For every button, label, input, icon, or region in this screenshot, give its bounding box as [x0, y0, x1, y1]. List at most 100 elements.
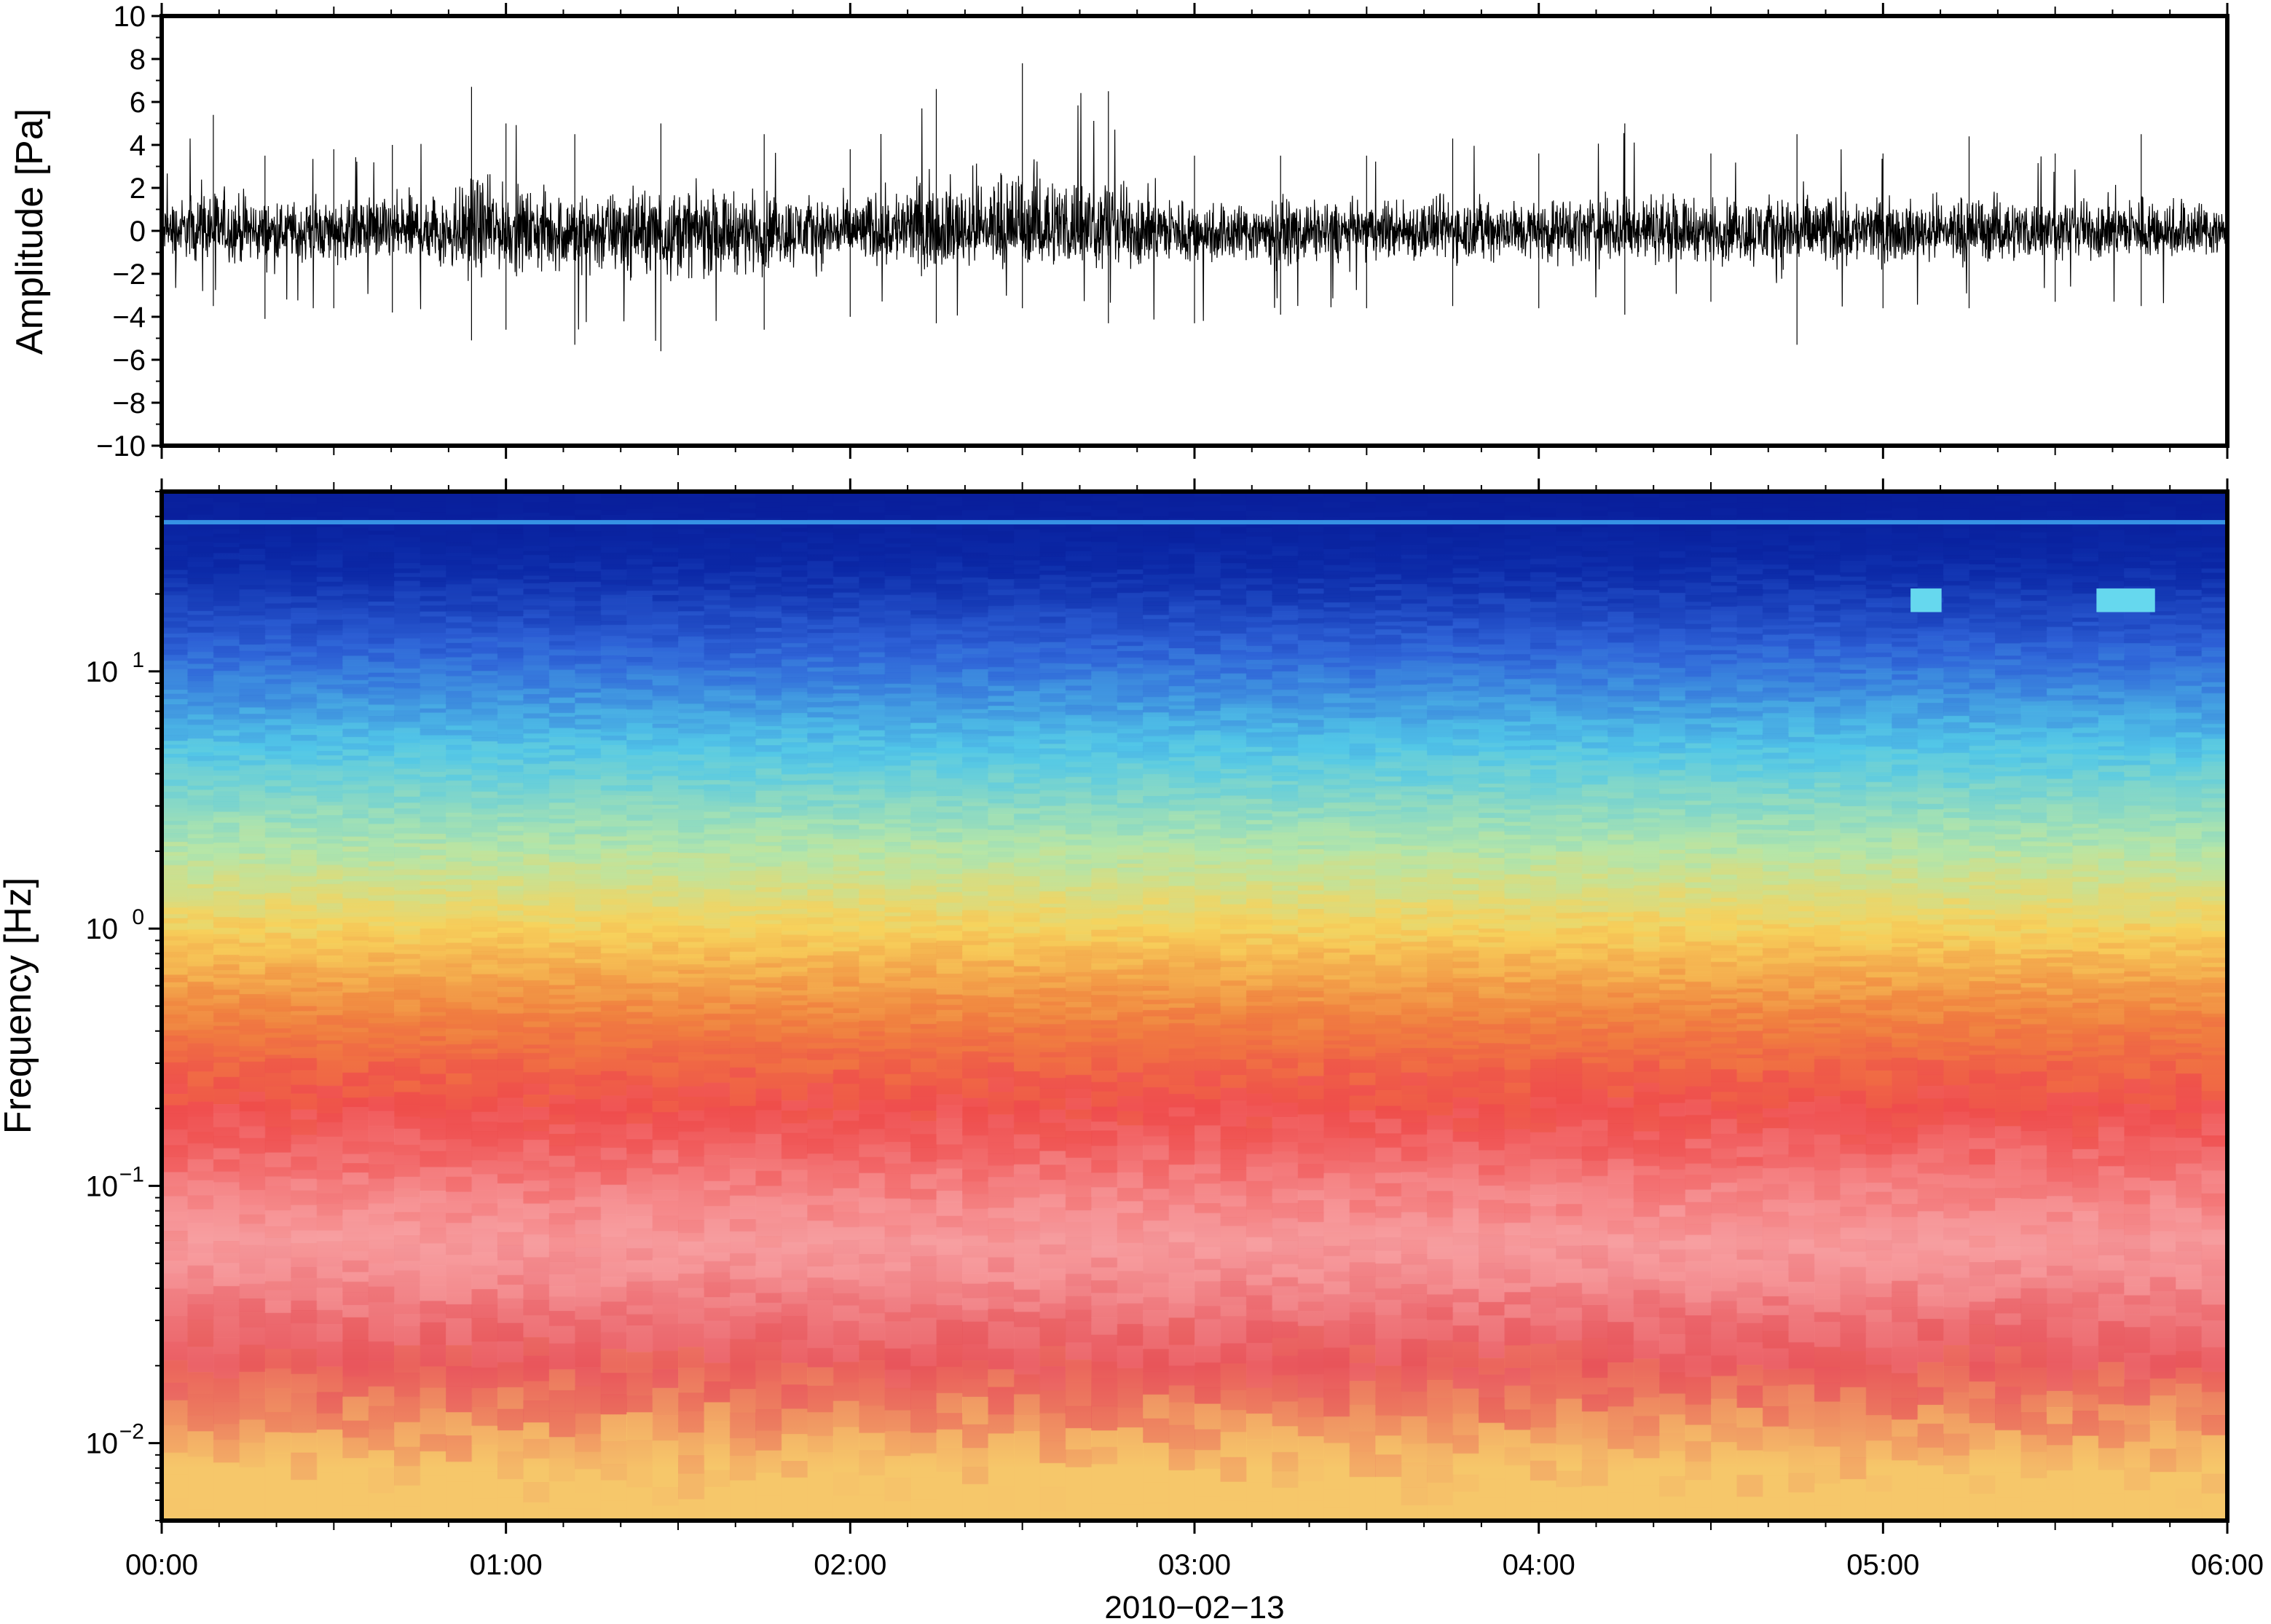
- spectrogram-cell: [394, 568, 421, 574]
- spectrogram-cell: [626, 1239, 653, 1249]
- spectrogram-cell: [936, 1202, 963, 1217]
- spectrogram-cell: [781, 940, 808, 947]
- spectrogram-cell: [988, 835, 1015, 842]
- spectrogram-cell: [704, 495, 731, 502]
- spectrogram-cell: [859, 898, 886, 905]
- spectrogram-cell: [497, 642, 524, 648]
- spectrogram-cell: [575, 1111, 602, 1122]
- spectrogram-cell: [807, 1033, 834, 1038]
- spectrogram-cell: [471, 1341, 498, 1368]
- spectrogram-cell: [575, 894, 602, 901]
- spectrogram-cell: [781, 876, 808, 883]
- spectrogram-cell: [988, 966, 1015, 973]
- spectrogram-cell: [833, 894, 859, 899]
- spectrogram-cell: [420, 986, 446, 993]
- spectrogram-cell: [368, 1033, 395, 1038]
- spectrogram-cell: [446, 709, 473, 715]
- spectrogram-cell: [833, 697, 859, 701]
- spectrogram-cell: [704, 902, 731, 907]
- spectrogram-cell: [213, 859, 240, 866]
- spectrogram-cell: [600, 754, 627, 759]
- spectrogram-cell: [446, 634, 473, 639]
- spectrogram-cell: [264, 719, 292, 726]
- spectrogram-cell: [162, 821, 189, 825]
- spectrogram-cell: [936, 896, 963, 904]
- spectrogram-cell: [678, 626, 705, 633]
- spectrogram-cell: [781, 934, 808, 942]
- spectrogram-cell: [187, 583, 214, 591]
- spectrogram-cell: [755, 745, 782, 752]
- spectrogram-cell: [626, 953, 653, 961]
- spectrogram-cell: [936, 1366, 963, 1394]
- spectrogram-cell: [884, 1084, 911, 1100]
- spectrogram-cell: [523, 1355, 550, 1381]
- spectrogram-cell: [600, 630, 627, 636]
- spectrogram-cell: [884, 720, 911, 726]
- spectrogram-cell: [626, 1352, 653, 1373]
- spectrogram-cell: [833, 1048, 859, 1055]
- spectrogram-cell: [936, 697, 963, 704]
- spectrogram-cell: [316, 581, 343, 587]
- spectrogram-cell: [936, 662, 963, 667]
- spectrogram-cell: [187, 1043, 214, 1050]
- spectrogram-cell: [729, 552, 757, 559]
- spectrogram-cell: [704, 600, 731, 606]
- spectrogram-cell: [162, 1211, 189, 1221]
- spectrogram-cell: [523, 980, 550, 987]
- spectrogram-cell: [446, 1084, 473, 1099]
- spectrogram-cell: [575, 1050, 602, 1057]
- spectrogram-cell: [988, 524, 1015, 532]
- spectrogram-cell: [264, 570, 292, 575]
- spectrogram-cell: [471, 1425, 498, 1446]
- spectrogram-cell: [368, 921, 395, 927]
- spectrogram-cell: [523, 1140, 550, 1153]
- spectrogram-cell: [368, 628, 395, 634]
- spectrogram-cell: [575, 814, 602, 821]
- spectrogram-cell: [575, 980, 602, 987]
- spectrogram-cell: [162, 1113, 189, 1130]
- spectrogram-cell: [420, 601, 446, 606]
- spectrogram-cell: [291, 1497, 318, 1521]
- spectrogram-cell: [291, 719, 318, 725]
- spectrogram-cell: [988, 636, 1015, 642]
- spectrogram-cell: [678, 575, 705, 581]
- spectrogram-cell: [936, 848, 963, 854]
- spectrogram-cell: [162, 1001, 189, 1006]
- spectrogram-cell: [471, 991, 498, 998]
- spectrogram-cell: [575, 797, 602, 803]
- spectrogram-cell: [600, 805, 627, 811]
- spectrogram-cell: [807, 837, 834, 845]
- spectrogram-cell: [859, 679, 886, 685]
- spectrogram-cell: [264, 985, 292, 993]
- spectrogram-cell: [291, 972, 318, 979]
- spectrogram-cell: [446, 791, 473, 797]
- spectrogram-cell: [523, 655, 550, 661]
- spectrogram-cell: [264, 1388, 292, 1413]
- spectrogram-cell: [316, 1006, 343, 1011]
- spectrogram-cell: [420, 751, 446, 757]
- spectrogram-cell: [704, 634, 731, 640]
- spectrogram-cell: [394, 900, 421, 906]
- spectrogram-cell: [910, 528, 937, 534]
- spectrogram-cell: [420, 870, 446, 876]
- spectrogram-cell: [988, 548, 1015, 556]
- spectrogram-cell: [652, 1111, 679, 1128]
- spectrogram-cell: [239, 1273, 266, 1285]
- spectrogram-cell: [807, 1073, 834, 1084]
- spectrogram-cell: [678, 789, 705, 795]
- spectrogram-cell: [264, 665, 292, 670]
- spectrogram-cell: [755, 1293, 782, 1304]
- spectrogram-cell: [239, 657, 266, 662]
- spectrogram-cell: [859, 996, 886, 1002]
- spectrogram-cell: [394, 679, 421, 684]
- spectrogram-cell: [704, 811, 731, 819]
- spectrogram-cell: [523, 583, 550, 590]
- spectrogram-cell: [420, 1366, 446, 1389]
- spectrogram-cell: [1013, 1211, 1041, 1222]
- spectrogram-cell: [652, 1369, 679, 1389]
- spectrogram-cell: [239, 1024, 266, 1031]
- spectrogram-cell: [807, 1266, 834, 1278]
- spectrogram-cell: [316, 615, 343, 620]
- spectrogram-cell: [884, 662, 911, 669]
- spectrogram-cell: [600, 620, 627, 626]
